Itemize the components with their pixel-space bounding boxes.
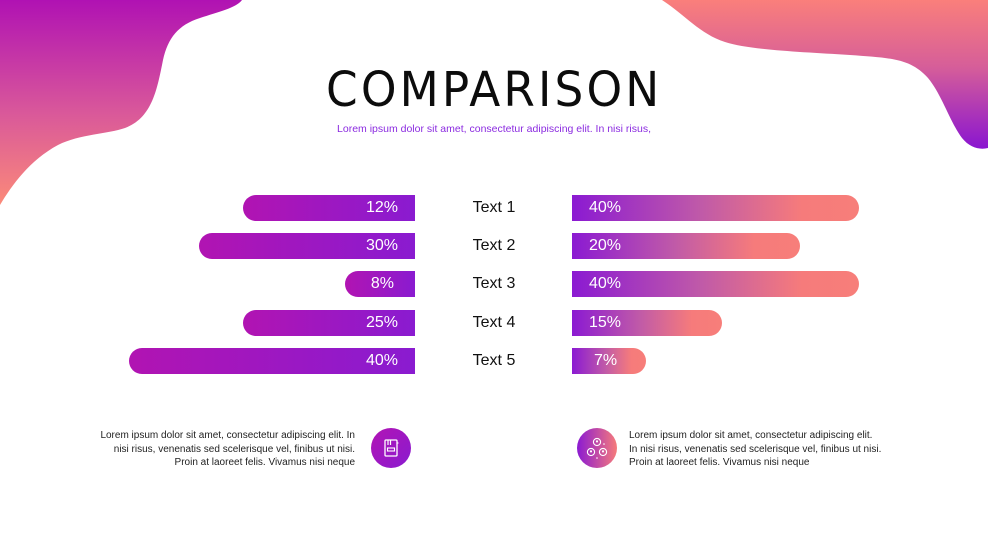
left-bar-text-5: 40%: [129, 348, 415, 374]
left-bar-text-2: 30%: [199, 233, 415, 259]
left-bar-text-3: 8%: [345, 271, 415, 297]
footer-left-text: Lorem ipsum dolor sit amet, consectetur …: [70, 429, 355, 470]
title-text: COMPARISON: [325, 62, 663, 118]
left-bar-text-1: 12%: [243, 195, 415, 221]
right-value: 7%: [594, 352, 618, 369]
footer-right-text: Lorem ipsum dolor sit amet, consectetur …: [629, 429, 929, 470]
page-title: COMPARISON: [0, 62, 988, 118]
footer-right-line-1: Lorem ipsum dolor sit amet, consectetur …: [629, 430, 873, 441]
subtitle: Lorem ipsum dolor sit amet, consectetur …: [337, 123, 651, 135]
notebook-icon-badge: [371, 428, 411, 468]
right-value: 20%: [589, 237, 622, 254]
footer-left-line-1: Lorem ipsum dolor sit amet, consectetur …: [100, 430, 355, 441]
right-value: 40%: [589, 275, 622, 292]
left-value: 8%: [370, 275, 394, 292]
footer-right-line-3: Proin at laoreet felis. Vivamus nisi neq…: [629, 457, 810, 468]
right-bar-text-4: 15%: [572, 310, 722, 336]
right-bar-text-3: 40%: [572, 271, 859, 297]
top-right-gradient-blob: [662, 0, 988, 149]
left-value: 25%: [365, 314, 398, 331]
left-value: 40%: [365, 352, 398, 369]
team-network-icon: [586, 437, 608, 459]
left-value: 30%: [365, 237, 398, 254]
right-bar-text-2: 20%: [572, 233, 800, 259]
category-label: Text 2: [472, 237, 516, 254]
right-value: 15%: [589, 314, 622, 331]
left-bar-text-4: 25%: [243, 310, 415, 336]
right-value: 40%: [589, 199, 622, 216]
category-label: Text 1: [472, 199, 516, 216]
right-bar-text-1: 40%: [572, 195, 859, 221]
category-label: Text 5: [472, 352, 516, 369]
right-bar-text-5: 7%: [572, 348, 646, 374]
top-left-gradient-blob: [0, 0, 242, 205]
category-label: Text 4: [472, 314, 516, 331]
category-label: Text 3: [472, 275, 516, 292]
team-network-icon-badge: [577, 428, 617, 468]
footer-left-line-2: nisi risus, venenatis sed scelerisque ve…: [113, 443, 355, 455]
footer-right-line-2: In nisi risus, venenatis sed scelerisque…: [629, 443, 882, 455]
footer-left-line-3: Proin at laoreet felis. Vivamus nisi neq…: [174, 457, 355, 468]
notebook-icon: [384, 439, 399, 457]
left-value: 12%: [365, 199, 398, 216]
